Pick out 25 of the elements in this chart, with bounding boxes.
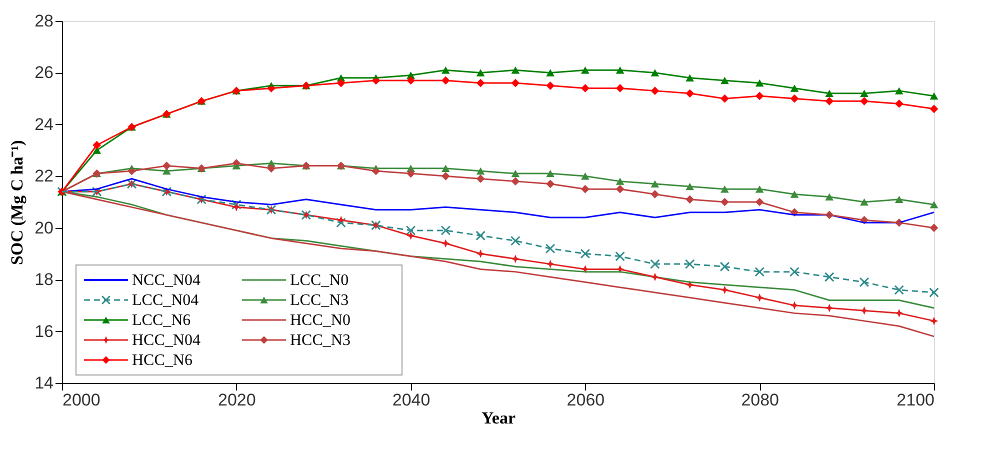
y-tick-label: 18	[34, 270, 54, 290]
legend-label: LCC_N3	[290, 292, 349, 309]
x-tick-label: 2060	[566, 390, 605, 410]
y-tick-label: 16	[34, 322, 54, 341]
x-tick-label: 2040	[392, 390, 430, 410]
legend-label: HCC_N04	[132, 332, 200, 349]
y-tick-label: 14	[34, 374, 54, 392]
x-tick-label: 2020	[218, 390, 256, 410]
x-axis-title: Year	[482, 408, 516, 428]
legend-label: LCC_N6	[132, 312, 191, 329]
x-tick-label: 2000	[62, 390, 100, 410]
legend-label: LCC_N04	[132, 292, 199, 309]
legend-label: HCC_N3	[290, 332, 350, 349]
y-tick-label: 26	[34, 63, 54, 82]
x-tick-label: 2080	[741, 390, 780, 410]
x-tick-label: 2100	[896, 390, 934, 410]
y-tick-label: 24	[34, 114, 54, 134]
legend-label: HCC_N0	[290, 312, 350, 329]
legend-label: NCC_N04	[132, 272, 200, 289]
legend-label: HCC_N6	[132, 352, 192, 369]
y-tick-label: 28	[34, 12, 54, 30]
y-tick-label: 22	[34, 166, 54, 186]
legend-label: LCC_N0	[290, 272, 349, 289]
y-axis-title: SOC (Mg C ha⁻¹)	[8, 140, 27, 265]
y-tick-label: 20	[34, 218, 54, 238]
